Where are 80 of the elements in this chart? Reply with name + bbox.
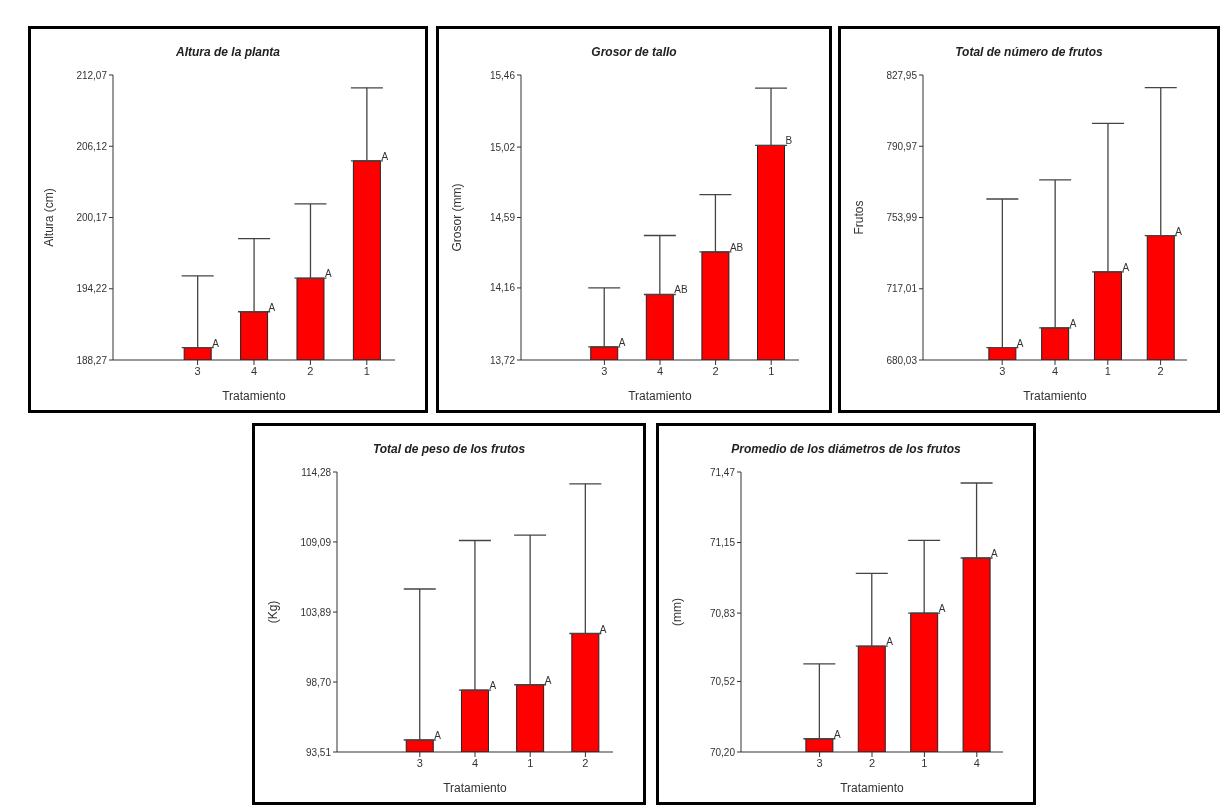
x-tick-label: 1 (1104, 364, 1111, 377)
data-label: A (1122, 261, 1130, 273)
x-tick-label: 3 (999, 364, 1006, 377)
y-tick-label: 717,01 (886, 283, 918, 295)
data-label: A (212, 337, 220, 349)
y-tick-label: 15,46 (489, 69, 516, 81)
x-tick-label: 4 (656, 364, 664, 377)
x-axis-title: Tratamiento (840, 781, 905, 795)
x-tick-label: 3 (194, 364, 201, 377)
x-tick-label: 4 (250, 364, 258, 377)
y-tick-label: 71,47 (709, 466, 736, 478)
x-axis-title: Tratamiento (1023, 389, 1088, 403)
y-tick-label: 15,02 (489, 141, 516, 153)
y-axis-title: Frutos (852, 200, 867, 235)
y-tick-label: 200,17 (76, 212, 108, 224)
data-label: AB (674, 284, 688, 296)
y-tick-label: 103,89 (300, 606, 332, 618)
data-label: A (991, 547, 999, 559)
data-label: A (544, 674, 552, 686)
y-tick-label: 14,16 (489, 282, 516, 294)
y-tick-label: 70,52 (709, 676, 736, 687)
y-tick-label: 70,83 (709, 607, 736, 619)
x-tick-label: 1 (768, 364, 775, 377)
y-tick-label: 71,15 (709, 537, 736, 549)
x-tick-label: 4 (471, 756, 479, 769)
data-label: A (268, 301, 276, 313)
data-label: A (886, 636, 894, 648)
x-axis-title: Tratamiento (628, 389, 693, 403)
x-tick-label: 4 (1051, 364, 1059, 377)
y-tick-label: 98,70 (305, 676, 332, 688)
y-tick-label: 114,28 (301, 466, 332, 478)
y-tick-label: 70,20 (709, 746, 736, 758)
chart-title: Promedio de los diámetros de los frutos (730, 442, 962, 458)
y-tick-label: 109,09 (300, 536, 332, 548)
y-tick-label: 14,59 (489, 212, 516, 224)
y-tick-label: 790,97 (886, 140, 918, 152)
y-tick-label: 827,95 (886, 69, 918, 81)
x-tick-label: 1 (363, 364, 370, 377)
y-tick-label: 194,22 (76, 283, 108, 295)
data-label: A (1016, 337, 1024, 349)
y-axis-title: Altura (cm) (42, 188, 57, 247)
y-axis-title: (Kg) (266, 600, 281, 624)
data-label: AB (729, 241, 744, 253)
x-tick-label: 1 (921, 756, 928, 769)
data-label: A (381, 150, 389, 162)
x-tick-label: 2 (1157, 364, 1164, 377)
x-tick-label: 2 (307, 364, 314, 377)
y-tick-label: 753,99 (886, 212, 918, 224)
data-label: A (1069, 317, 1077, 329)
data-label: A (599, 623, 607, 635)
chart-title: Total de número de frutos (954, 45, 1104, 61)
data-label: A (938, 603, 946, 615)
x-tick-label: 1 (527, 756, 534, 769)
data-label: A (434, 730, 442, 741)
x-tick-label: 3 (601, 364, 608, 377)
chart-title: Total de peso de los frutos (371, 442, 527, 458)
data-label: A (833, 728, 841, 740)
x-axis-title: Tratamiento (222, 389, 287, 403)
y-axis-title: (mm) (670, 598, 685, 626)
x-tick-label: 3 (816, 756, 823, 769)
x-tick-label: 4 (973, 756, 980, 769)
y-tick-label: 188,27 (76, 354, 108, 366)
y-tick-label: 206,12 (76, 140, 108, 152)
x-tick-label: 2 (712, 364, 719, 377)
y-tick-label: 680,03 (886, 354, 918, 366)
chart-title: Altura de la planta (175, 45, 281, 61)
x-tick-label: 2 (868, 756, 876, 769)
x-tick-label: 3 (416, 756, 423, 769)
chart-title: Grosor de tallo (590, 45, 678, 61)
data-label: A (489, 680, 497, 692)
x-axis-title: Tratamiento (443, 781, 508, 795)
data-label: A (618, 336, 626, 348)
y-tick-label: 212,07 (76, 69, 108, 81)
data-label: A (1175, 225, 1183, 237)
y-tick-label: 93,51 (305, 746, 332, 758)
y-axis-title: Grosor (mm) (450, 183, 465, 252)
data-label: B (785, 135, 793, 147)
data-label: A (324, 268, 332, 280)
y-tick-label: 13,72 (489, 354, 516, 366)
x-tick-label: 2 (582, 756, 589, 769)
